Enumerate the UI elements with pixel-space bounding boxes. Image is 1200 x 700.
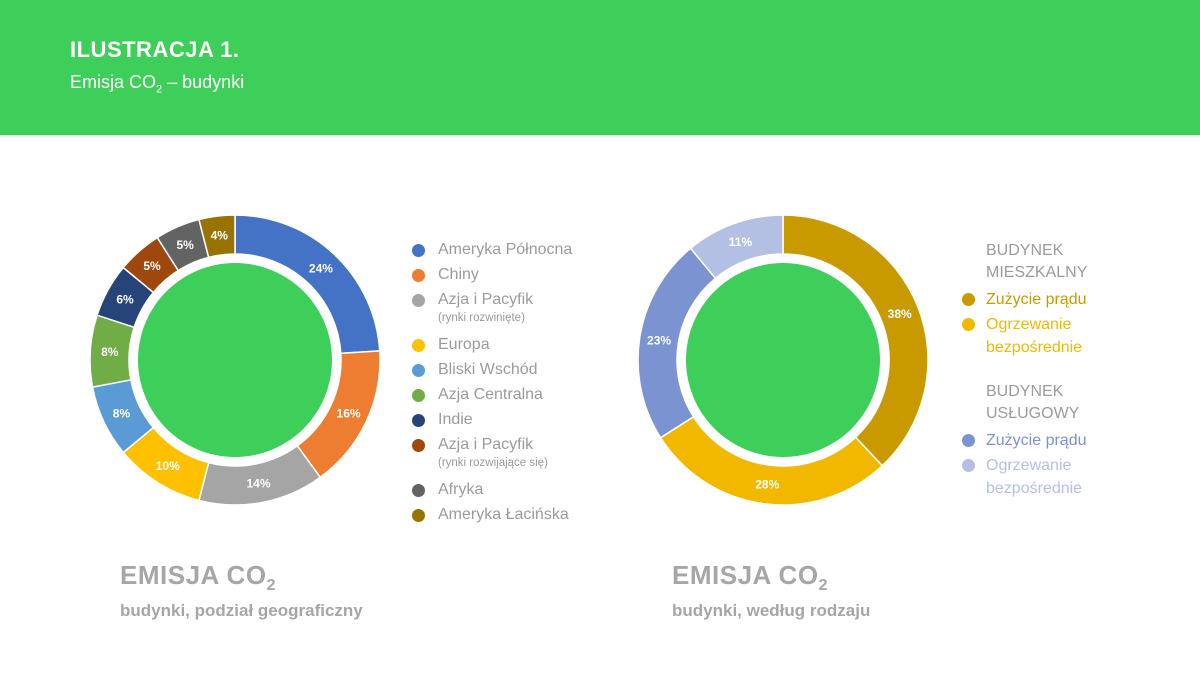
geographic-caption: EMISJA CO2 budynki, podział geograficzny bbox=[120, 560, 363, 621]
donut-center-disc bbox=[686, 263, 880, 457]
legend-label: Bliski Wschód bbox=[438, 361, 538, 378]
subtitle-rest: – budynki bbox=[162, 72, 245, 92]
legend-dot-icon bbox=[962, 293, 975, 306]
slice-value-label-1: 28% bbox=[755, 478, 779, 492]
donut-slice-9 bbox=[198, 214, 236, 259]
caption-title-text: EMISJA CO bbox=[672, 560, 819, 590]
legend-dot-icon bbox=[962, 459, 975, 472]
geographic-caption-title: EMISJA CO2 bbox=[120, 560, 363, 595]
legend-label: Azja i Pacyfik bbox=[438, 436, 534, 453]
type-caption: EMISJA CO2 budynki, według rodzaju bbox=[672, 560, 870, 621]
type-caption-title: EMISJA CO2 bbox=[672, 560, 870, 595]
legend-label: Zużycie prądu bbox=[986, 291, 1087, 308]
legend-item: Europa bbox=[412, 335, 612, 360]
legend-label: Indie bbox=[438, 411, 473, 428]
slice-value-label-0: 24% bbox=[309, 262, 333, 276]
subtitle-subscript: 2 bbox=[156, 83, 163, 96]
legend-dot-icon bbox=[412, 439, 425, 452]
legend-label: Chiny bbox=[438, 266, 479, 283]
legend-group: BUDYNEK MIESZKALNY Zużycie prądu Ogrzewanie… bbox=[962, 240, 1162, 359]
legend-label: Afryka bbox=[438, 481, 484, 498]
legend-item: Azja i Pacyfik (rynki rozwijające się) bbox=[412, 435, 612, 480]
slice-value-label-6: 6% bbox=[116, 293, 134, 307]
legend-group-heading-line: BUDYNEK bbox=[986, 242, 1064, 259]
legend-item: Indie bbox=[412, 410, 612, 435]
caption-title-text: EMISJA CO bbox=[120, 560, 267, 590]
figure-subtitle: Emisja CO2 – budynki bbox=[70, 72, 244, 96]
legend-label: Ogrzewanie bbox=[986, 457, 1072, 474]
legend-dot-icon bbox=[412, 294, 425, 307]
slice-value-label-2: 14% bbox=[247, 476, 271, 490]
donut-center-disc bbox=[138, 263, 332, 457]
legend-dot-icon bbox=[412, 484, 425, 497]
legend-group-heading-line: USŁUGOWY bbox=[986, 405, 1080, 422]
legend-dot-icon bbox=[412, 509, 425, 522]
legend-item: Bliski Wschód bbox=[412, 360, 612, 385]
slice-value-label-4: 8% bbox=[113, 406, 131, 420]
legend-group-heading: BUDYNEK USŁUGOWY bbox=[962, 381, 1162, 425]
legend-item: Ogrzewanie bezpośrednie bbox=[962, 454, 1162, 500]
subtitle-main: Emisja CO bbox=[70, 72, 157, 92]
slice-value-label-3: 11% bbox=[729, 235, 753, 249]
slice-value-label-9: 4% bbox=[211, 228, 229, 242]
slice-value-label-5: 8% bbox=[101, 345, 119, 359]
legend-item: Ameryka Północna bbox=[412, 240, 612, 265]
slice-value-label-1: 16% bbox=[337, 406, 361, 420]
slice-value-label-3: 10% bbox=[156, 459, 180, 473]
legend-label: Europa bbox=[438, 336, 490, 353]
legend-item: Ogrzewanie bezpośrednie bbox=[962, 313, 1162, 359]
legend-dot-icon bbox=[412, 244, 425, 257]
legend-note: (rynki rozwijające się) bbox=[438, 457, 548, 469]
legend-label-line2: bezpośrednie bbox=[986, 339, 1083, 356]
figure-title: ILUSTRACJA 1. bbox=[70, 37, 240, 62]
legend-group: BUDYNEK USŁUGOWY Zużycie prądu Ogrzewanie be… bbox=[962, 381, 1162, 500]
legend-dot-icon bbox=[412, 269, 425, 282]
slice-value-label-2: 23% bbox=[647, 333, 671, 347]
geographic-legend: Ameryka Północna Chiny Azja i Pacyfik (rynk… bbox=[412, 240, 612, 530]
slice-value-label-0: 38% bbox=[888, 307, 912, 321]
geographic-caption-subtitle: budynki, podział geograficzny bbox=[120, 601, 363, 621]
caption-title-subscript: 2 bbox=[818, 577, 828, 595]
header-banner: ILUSTRACJA 1. Emisja CO2 – budynki bbox=[0, 0, 1200, 135]
legend-label: Azja Centralna bbox=[438, 386, 543, 403]
caption-title-subscript: 2 bbox=[266, 577, 276, 595]
slice-value-label-7: 5% bbox=[143, 259, 161, 273]
legend-item: Afryka bbox=[412, 480, 612, 505]
legend-dot-icon bbox=[962, 318, 975, 331]
legend-group-heading-line: BUDYNEK bbox=[986, 383, 1064, 400]
legend-dot-icon bbox=[412, 389, 425, 402]
legend-group-heading-line: MIESZKALNY bbox=[986, 264, 1088, 281]
legend-label: Ameryka Łacińska bbox=[438, 506, 569, 523]
type-donut-chart: 38% 28% 23% 11% bbox=[637, 214, 929, 506]
legend-group-heading: BUDYNEK MIESZKALNY bbox=[962, 240, 1162, 284]
legend-item: Azja i Pacyfik (rynki rozwinięte) bbox=[412, 290, 612, 335]
legend-item: Ameryka Łacińska bbox=[412, 505, 612, 530]
legend-dot-icon bbox=[962, 434, 975, 447]
legend-item: Zużycie prądu bbox=[962, 288, 1162, 311]
legend-label-line2: bezpośrednie bbox=[986, 480, 1083, 497]
slice-value-label-8: 5% bbox=[176, 238, 194, 252]
type-caption-subtitle: budynki, według rodzaju bbox=[672, 601, 871, 621]
legend-label: Azja i Pacyfik bbox=[438, 291, 534, 308]
geographic-donut-chart: 24% 16% 14% 10% 8% 8% 6% 5% 5% 4% bbox=[89, 214, 381, 506]
legend-item: Azja Centralna bbox=[412, 385, 612, 410]
donut-slice-0 bbox=[782, 214, 929, 467]
legend-label: Zużycie prądu bbox=[986, 432, 1087, 449]
legend-label: Ameryka Północna bbox=[438, 241, 573, 258]
legend-label: Ogrzewanie bbox=[986, 316, 1072, 333]
type-legend: BUDYNEK MIESZKALNY Zużycie prądu Ogrzewanie… bbox=[962, 240, 1162, 502]
donut-slice-3 bbox=[689, 214, 784, 280]
legend-dot-icon bbox=[412, 364, 425, 377]
legend-note: (rynki rozwinięte) bbox=[438, 312, 525, 324]
legend-dot-icon bbox=[412, 414, 425, 427]
legend-item: Zużycie prądu bbox=[962, 429, 1162, 452]
legend-dot-icon bbox=[412, 339, 425, 352]
legend-item: Chiny bbox=[412, 265, 612, 290]
